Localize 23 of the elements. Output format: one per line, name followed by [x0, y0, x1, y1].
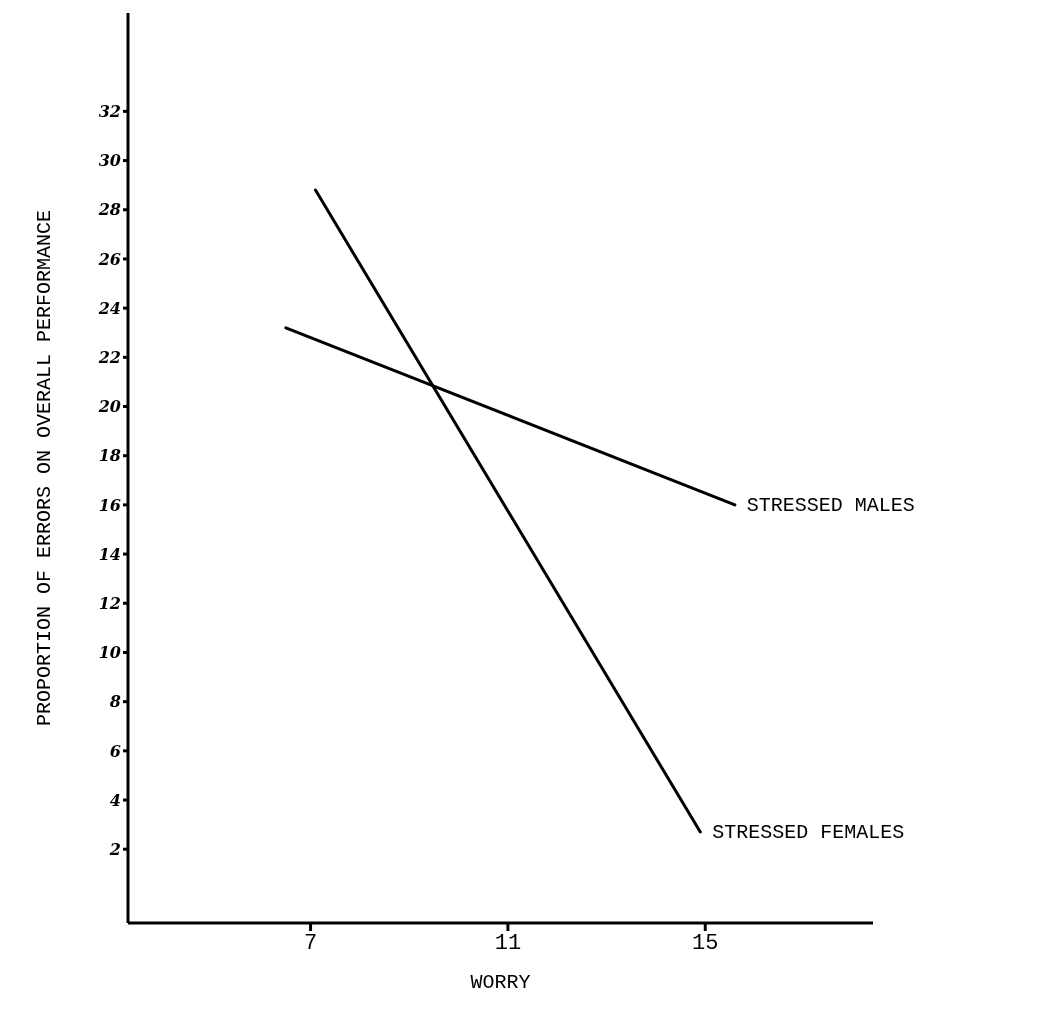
y-tick-label: 32 — [98, 102, 121, 122]
y-tick-label: 22 — [97, 348, 121, 367]
series-label: STRESSED MALES — [746, 493, 915, 517]
x-tick-label: 11 — [494, 930, 522, 956]
x-tick-label: 15 — [692, 930, 719, 956]
y-tick-label: 18 — [98, 446, 121, 466]
x-axis-title: WORRY — [470, 971, 531, 994]
y-tick-label: 16 — [98, 495, 121, 515]
y-tick-label: 20 — [97, 397, 121, 417]
y-tick-label: 24 — [97, 298, 121, 318]
y-axis-title: PROPORTION OF ERRORS ON OVERALL PERFORMANCE — [33, 209, 57, 727]
y-tick-label: 28 — [97, 200, 121, 220]
y-tick-label: 26 — [97, 249, 121, 269]
y-tick-label: 10 — [98, 643, 121, 663]
y-tick-label: 4 — [109, 790, 121, 810]
x-tick-label: 7 — [303, 930, 318, 956]
y-tick-label: 2 — [108, 839, 121, 859]
y-tick-label: 14 — [98, 544, 121, 564]
y-tick-label: 6 — [109, 741, 121, 761]
y-tick-label: 12 — [98, 593, 121, 613]
series-label: STRESSED FEMALES — [712, 821, 905, 844]
y-tick-label: 30 — [98, 151, 121, 171]
y-tick-label: 8 — [108, 692, 121, 712]
